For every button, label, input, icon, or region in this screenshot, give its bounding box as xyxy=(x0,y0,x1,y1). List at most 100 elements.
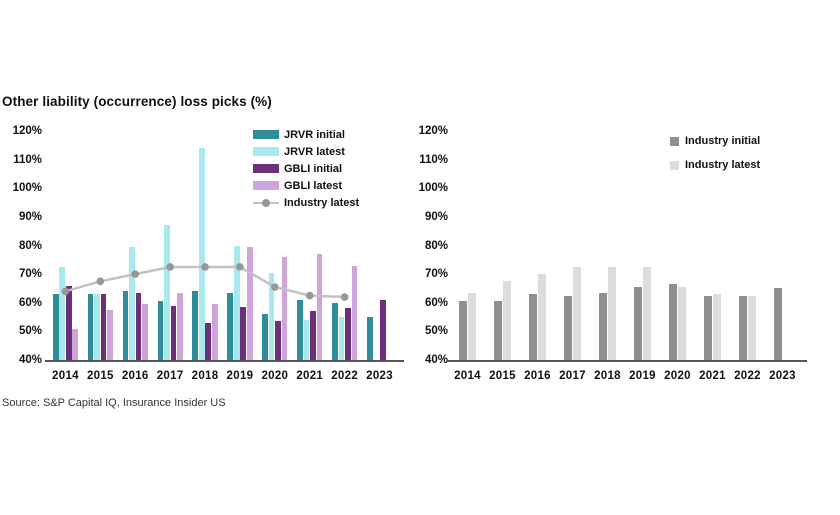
bar-gbli-initial xyxy=(240,307,247,360)
bar-industry-latest xyxy=(538,274,547,360)
x-category-label: 2018 xyxy=(191,370,219,382)
legend-label: Industry initial xyxy=(685,135,761,147)
bar-jrvr-initial xyxy=(52,294,59,360)
bar-jrvr-latest xyxy=(233,245,240,360)
bar-industry-latest xyxy=(713,294,722,360)
jrvr-initial-swatch xyxy=(253,130,279,139)
legend-label: Industry latest xyxy=(284,196,360,209)
x-category-label: 2023 xyxy=(366,370,393,382)
company-chart-legend: JRVR initial JRVR latest GBLI initial GB… xyxy=(253,126,359,211)
x-category-label: 2014 xyxy=(52,370,79,382)
bar-industry-latest xyxy=(678,287,687,360)
x-category-label: 2017 xyxy=(156,370,184,382)
y-tick-label: 80% xyxy=(18,239,42,252)
bar-gbli-initial xyxy=(100,294,107,360)
y-tick-label: 60% xyxy=(424,296,448,309)
bar-gbli-latest xyxy=(107,309,113,360)
x-category-label: 2017 xyxy=(559,370,586,382)
industry-latest-line-swatch xyxy=(253,198,279,208)
x-category-label: 2018 xyxy=(594,370,621,382)
x-category-label: 2014 xyxy=(454,370,481,382)
legend-item-industry-latest: Industry latest xyxy=(253,194,359,211)
bar-jrvr-latest xyxy=(94,294,100,360)
bar-gbli-latest xyxy=(211,304,218,360)
bar-jrvr-initial xyxy=(297,299,303,360)
x-category-label: 2020 xyxy=(664,370,691,382)
x-category-label: 2022 xyxy=(331,370,359,382)
y-tick-label: 60% xyxy=(18,296,42,309)
x-category-label: 2015 xyxy=(86,370,114,382)
industry-initial-swatch xyxy=(670,136,679,146)
legend-item-jrvr-initial: JRVR initial xyxy=(253,126,359,143)
legend-item-gbli-initial: GBLI initial xyxy=(253,160,359,177)
bar-gbli-initial xyxy=(345,308,351,360)
bar-jrvr-initial xyxy=(192,291,199,360)
y-tick-label: 120% xyxy=(418,125,448,137)
bar-jrvr-latest xyxy=(338,317,345,360)
bar-gbli-initial xyxy=(379,299,386,360)
bar-jrvr-initial xyxy=(366,317,373,360)
legend-item-jrvr-latest: JRVR latest xyxy=(253,143,359,160)
bar-industry-latest xyxy=(573,266,582,360)
bar-industry-initial xyxy=(563,295,572,360)
bar-gbli-latest xyxy=(142,304,148,360)
bar-jrvr-latest xyxy=(129,246,135,360)
y-tick-label: 70% xyxy=(424,268,448,281)
source-note: Source: S&P Capital IQ, Insurance Inside… xyxy=(2,397,226,409)
bar-industry-initial xyxy=(633,287,642,360)
bar-gbli-initial xyxy=(135,292,142,360)
bar-gbli-latest xyxy=(281,256,288,360)
bar-gbli-initial xyxy=(275,321,281,360)
bar-jrvr-initial xyxy=(332,302,338,360)
bar-gbli-latest xyxy=(351,265,358,360)
bar-gbli-initial xyxy=(170,305,177,360)
x-category-label: 2021 xyxy=(296,370,324,382)
legend-label: GBLI initial xyxy=(284,162,343,175)
y-tick-label: 100% xyxy=(418,182,448,195)
bar-gbli-latest xyxy=(246,246,253,360)
bar-industry-initial xyxy=(493,301,502,360)
y-tick-label: 90% xyxy=(424,210,448,223)
bar-industry-initial xyxy=(528,294,537,360)
bar-jrvr-latest xyxy=(268,272,275,360)
x-category-label: 2020 xyxy=(261,370,289,382)
legend-label: JRVR initial xyxy=(284,128,345,141)
y-tick-label: 40% xyxy=(18,354,42,366)
gbli-latest-swatch xyxy=(253,181,279,190)
y-tick-label: 120% xyxy=(12,125,42,137)
bar-gbli-latest xyxy=(72,328,79,360)
bar-industry-latest xyxy=(468,292,477,360)
y-tick-label: 90% xyxy=(18,210,42,223)
bar-industry-latest xyxy=(643,266,652,360)
legend-label: GBLI latest xyxy=(284,179,343,192)
industry-latest-swatch xyxy=(670,160,679,170)
bar-jrvr-latest xyxy=(198,148,205,360)
bar-industry-initial xyxy=(773,288,782,360)
x-axis-line xyxy=(45,360,404,362)
bar-jrvr-initial xyxy=(157,301,164,360)
legend-item-industry-initial: Industry initial xyxy=(670,129,760,153)
bar-industry-initial xyxy=(668,284,677,360)
bar-industry-latest xyxy=(503,281,512,360)
bar-industry-initial xyxy=(703,295,712,360)
legend-item-industry-latest-right: Industry latest xyxy=(670,153,760,177)
bar-gbli-latest xyxy=(316,254,323,360)
y-tick-label: 50% xyxy=(18,325,42,338)
bar-jrvr-initial xyxy=(122,291,129,360)
bar-jrvr-initial xyxy=(262,314,268,360)
legend-item-gbli-latest: GBLI latest xyxy=(253,177,359,194)
y-tick-label: 80% xyxy=(424,239,448,252)
industry-chart-legend: Industry initial Industry latest xyxy=(670,129,760,177)
bar-gbli-initial xyxy=(310,311,316,360)
gbli-initial-swatch xyxy=(253,164,279,173)
y-tick-label: 40% xyxy=(424,354,448,366)
y-tick-label: 110% xyxy=(13,153,42,166)
x-category-label: 2015 xyxy=(489,370,516,382)
x-category-label: 2016 xyxy=(121,370,149,382)
bar-jrvr-initial xyxy=(227,292,234,360)
y-tick-label: 110% xyxy=(419,153,448,166)
bar-jrvr-initial xyxy=(87,294,94,360)
x-category-label: 2021 xyxy=(699,370,726,382)
